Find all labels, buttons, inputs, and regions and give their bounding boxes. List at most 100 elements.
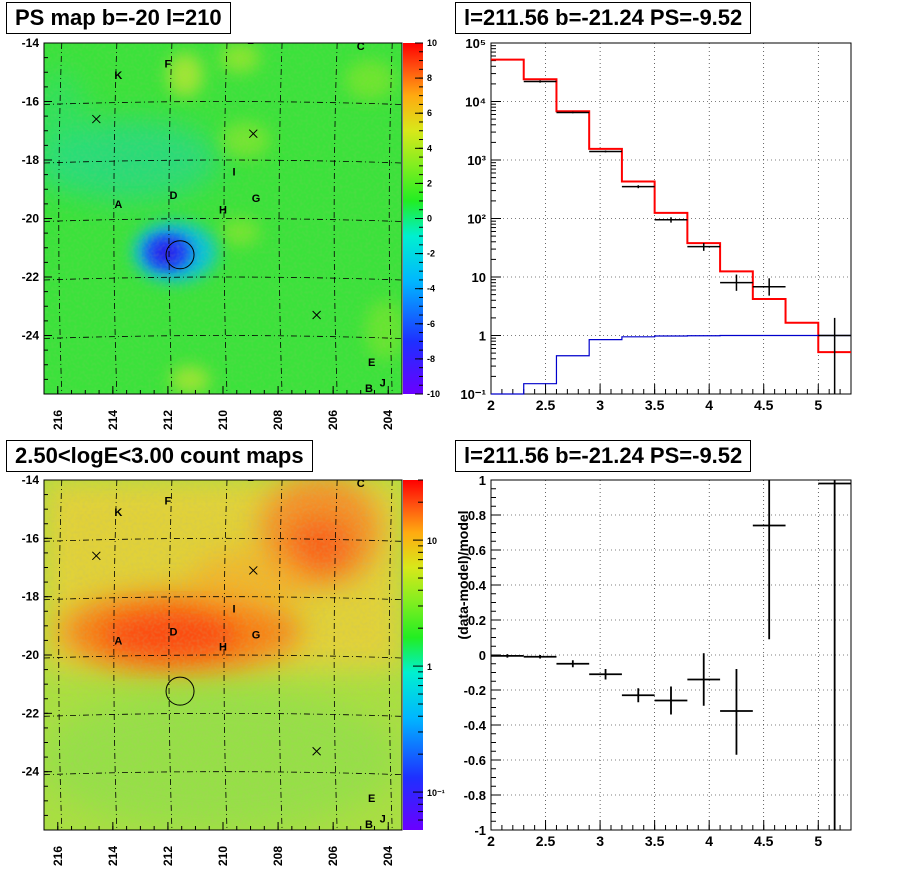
count-map-axes: 216 214 212 210 208 206 204 -14 -16 -18 -20 -22 -24 (22, 473, 403, 866)
y-tick-label: -18 (22, 590, 40, 604)
residual-panel: 2 2.5 3 3.5 4 4.5 5 1 0.8 0.6 0.4 0.2 0 -0.2 -0.4 -0.6 -… (455, 473, 852, 849)
colorbar-tick-label: -8 (427, 354, 435, 364)
y-tick-label: 10⁴ (465, 95, 486, 110)
y-tick-label: 1 (479, 329, 486, 344)
count-map-title: 2.50<logE<3.00 count maps (6, 440, 313, 472)
y-tick-label: -1 (474, 823, 486, 838)
source-circle (165, 240, 195, 270)
cross-marker (91, 551, 101, 561)
x-tick-label: 2.5 (536, 397, 556, 413)
y-tick-label: -22 (22, 706, 40, 720)
ps-colorbar-ticks: 10 8 6 4 2 0 -2 -4 -6 -8 -10 (415, 38, 440, 399)
residual-title: l=211.56 b=-21.24 PS=-9.52 (455, 440, 752, 472)
cross-marker (248, 566, 258, 575)
x-tick-label: 2 (487, 833, 495, 849)
y-tick-label: -0.2 (464, 683, 486, 698)
x-tick-label: 2.5 (536, 833, 556, 849)
ps-map-image: L C K F I D A H G EJB (44, 35, 402, 394)
source-label-d: D (169, 190, 177, 202)
source-label-b: B (365, 819, 373, 831)
x-tick-label: 208 (271, 846, 285, 866)
source-label-e: E (368, 357, 375, 369)
y-tick-label: 10 (472, 270, 486, 285)
x-tick-label: 210 (216, 410, 230, 430)
colorbar-tick-label: 10 (427, 536, 437, 546)
ps-colorbar (403, 43, 423, 394)
count-map-grid (44, 480, 402, 830)
source-label-f: F (165, 58, 172, 70)
colorbar-tick-label: -2 (427, 249, 435, 259)
y-tick-label: -20 (22, 648, 40, 662)
count-map-panel: L C K F I D A H G EJB 216 214 212 210 208 206 204 -14 -16… (22, 472, 445, 866)
y-tick-label: -14 (22, 36, 40, 50)
cross-marker (248, 129, 258, 139)
x-tick-label: 216 (51, 410, 65, 430)
count-map-image: L C K F I D A H G EJB (44, 472, 402, 831)
y-tick-label: -0.8 (464, 788, 486, 803)
source-label-j: J (380, 377, 386, 389)
cross-marker (312, 310, 321, 320)
source-label-g: G (252, 630, 261, 642)
source-label-j: J (380, 813, 386, 825)
source-circle (165, 676, 195, 706)
grid-meridian (223, 43, 228, 394)
y-tick-label: 10⁵ (465, 36, 486, 51)
source-label-a: A (114, 199, 122, 211)
y-tick-label: -18 (22, 153, 40, 167)
source-label-a: A (114, 635, 122, 647)
count-colorbar (403, 480, 423, 830)
grid-meridian (333, 480, 338, 830)
source-label-k: K (114, 507, 122, 519)
source-label-i: I (232, 603, 235, 615)
y-tick-label: 0 (479, 648, 486, 663)
y-tick-label: -0.4 (464, 718, 487, 733)
source-label-i: I (232, 167, 235, 179)
x-tick-label: 214 (106, 410, 120, 430)
x-tick-label: 216 (51, 846, 65, 866)
source-label-f: F (165, 495, 172, 507)
y-tick-label: -16 (22, 95, 40, 109)
x-tick-label: 204 (381, 846, 395, 866)
colorbar-tick-label: -10 (427, 389, 440, 399)
x-tick-label: 3 (596, 397, 604, 413)
ps-map-title: PS map b=-20 l=210 (6, 2, 231, 34)
colorbar-tick-label: 6 (427, 108, 432, 118)
y-tick-label: -24 (22, 329, 40, 343)
source-label-k: K (114, 70, 122, 82)
grid-meridian (388, 480, 393, 830)
source-label-l: L (247, 472, 254, 484)
y-tick-label: 0.6 (468, 543, 486, 558)
source-label-c: C (357, 478, 365, 490)
source-label-h: H (219, 641, 227, 653)
model-total-series (491, 58, 851, 354)
grid-meridian (113, 43, 118, 394)
grid-meridian (168, 480, 173, 830)
count-colorbar-ticks: 10 1 10⁻¹ (413, 479, 445, 821)
source-label-l: L (247, 35, 254, 47)
colorbar-tick-label: 8 (427, 73, 432, 83)
x-tick-label: 4.5 (754, 397, 774, 413)
y-tick-label: 0.2 (468, 613, 486, 628)
x-tick-label: 4 (705, 397, 713, 413)
ps-map-axes: 216 214 212 210 208 206 204 -14 -16 -18 -20 -22 -24 (22, 36, 403, 430)
x-tick-label: 4 (705, 833, 713, 849)
model-source-series (491, 334, 851, 395)
colorbar-tick-label: -6 (427, 319, 435, 329)
grid-meridian (388, 43, 393, 394)
y-tick-label: -20 (22, 212, 40, 226)
colorbar-tick-label: 0 (427, 214, 432, 224)
x-tick-label: 3.5 (645, 397, 665, 413)
grid-meridian (113, 480, 118, 830)
colorbar-tick-label: 10 (427, 38, 437, 48)
y-tick-label: -24 (22, 765, 40, 779)
source-label-c: C (357, 41, 365, 53)
y-tick-label: 10³ (467, 153, 486, 168)
count-map-sources: L C K F I D A H G EJB (91, 472, 386, 831)
y-tick-label: 1 (479, 473, 486, 488)
ps-map-sources: L C K F I D A H G EJB (91, 35, 386, 394)
source-label-d: D (169, 627, 177, 639)
grid-meridian (168, 43, 173, 394)
y-tick-label: 10² (467, 212, 486, 227)
